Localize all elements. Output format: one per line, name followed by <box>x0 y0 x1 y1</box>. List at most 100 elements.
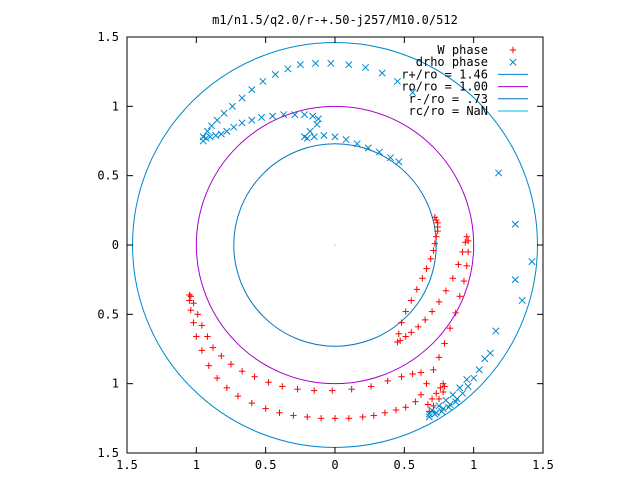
w-phase-point-94 <box>435 395 443 403</box>
legend-label-4: r-/ro = .73 <box>409 92 488 106</box>
w-phase-point-82 <box>367 383 375 390</box>
drho-phase-point-4 <box>217 130 225 138</box>
legend-label-3: ro/ro = 1.00 <box>401 80 488 94</box>
drho-phase-point-43 <box>345 61 353 69</box>
x-tick-label-2: 0.5 <box>255 458 277 472</box>
chart-title: m1/n1.5/q2.0/r-+.50-j257/M10.0/512 <box>212 13 458 27</box>
drho-phase-point-16 <box>313 120 321 128</box>
w-phase-point-24 <box>442 287 450 294</box>
legend-entry-5: rc/ro = NaN <box>409 104 528 118</box>
legend-entry-2: r+/ro = 1.46 <box>401 67 528 81</box>
w-phase-point-10 <box>419 275 426 282</box>
w-phase-point-61 <box>193 333 200 340</box>
drho-phase-point-22 <box>331 133 339 141</box>
w-phase-point-19 <box>408 329 415 336</box>
drho-phase-point-36 <box>248 86 256 94</box>
w-phase-point-16 <box>394 338 401 346</box>
drho-phase-point-8 <box>248 116 256 124</box>
circle-4 <box>233 143 437 347</box>
y-tick-label-3: 0 <box>112 238 119 252</box>
w-phase-point-83 <box>384 377 391 385</box>
w-phase-point-60 <box>198 347 206 354</box>
drho-phase-point-23 <box>342 136 350 144</box>
drho-phase-point-54 <box>486 349 494 357</box>
drho-phase-point-69 <box>456 384 464 392</box>
w-phase-point-58 <box>213 374 221 382</box>
drho-phase-point-35 <box>238 94 246 102</box>
w-phase-point-52 <box>290 412 297 419</box>
drho-phase-point-47 <box>409 88 417 97</box>
x-tick-label-3: 0 <box>331 458 338 472</box>
drho-phase-point-20 <box>310 133 318 141</box>
legend-label-0: W phase <box>437 43 488 57</box>
w-phase-point-69 <box>198 322 206 329</box>
y-tick-label-6: 1.5 <box>97 446 119 460</box>
w-phase-point-43 <box>402 404 409 411</box>
w-phase-point-65 <box>186 291 193 299</box>
drho-phase-point-57 <box>470 374 478 382</box>
drho-phase-point-56 <box>475 366 483 374</box>
drho-phase-point-27 <box>386 154 395 162</box>
w-phase-point-15 <box>395 330 402 337</box>
drho-phase-point-28 <box>395 158 403 166</box>
drho-phase-point-72 <box>431 410 439 418</box>
w-phase-point-28 <box>462 239 469 246</box>
w-phase-point-72 <box>218 352 225 360</box>
w-phase-point-85 <box>409 370 416 378</box>
w-phase-point-25 <box>449 275 457 282</box>
w-phase-point-92 <box>441 383 448 390</box>
w-phase-point-5 <box>433 233 440 240</box>
w-phase-point-45 <box>381 409 389 416</box>
w-phase-point-22 <box>428 308 436 315</box>
w-phase-point-31 <box>464 248 472 256</box>
drho-phase-point-74 <box>445 403 453 411</box>
drho-phase-point-64 <box>425 410 433 418</box>
w-phase-point-90 <box>437 384 444 392</box>
w-phase-point-64 <box>186 297 193 304</box>
drho-phase-point-68 <box>449 391 457 399</box>
drho-phase-point-38 <box>271 70 279 78</box>
x-tick-label-6: 1.5 <box>532 458 554 472</box>
legend-label-1: drho phase <box>416 55 488 69</box>
y-tick-label-0: 1.5 <box>97 30 119 44</box>
w-phase-point-13 <box>402 308 409 315</box>
legend-entry-0: W phase <box>437 43 517 57</box>
w-phase-point-66 <box>187 293 194 300</box>
drho-phase-point-45 <box>378 69 386 77</box>
w-phase-point-23 <box>435 298 443 306</box>
w-phase-point-41 <box>417 391 425 398</box>
w-phase-point-14 <box>398 319 405 326</box>
x-tick-label-1: 1 <box>193 458 200 472</box>
drho-phase-point-9 <box>257 113 266 121</box>
drho-phase-point-11 <box>280 111 288 119</box>
w-phase-point-49 <box>331 415 339 422</box>
drho-phase-point-71 <box>425 413 433 421</box>
drho-phase-point-66 <box>435 402 443 410</box>
drho-phase-point-19 <box>303 134 311 142</box>
drho-phase-point-34 <box>228 102 236 110</box>
drho-phase-point-2 <box>206 133 214 141</box>
w-phase-point-18 <box>402 333 409 340</box>
w-phase-point-54 <box>262 405 269 412</box>
drho-phase-point-41 <box>312 59 320 67</box>
drho-phase-point-42 <box>327 59 335 67</box>
w-phase-point-50 <box>317 415 325 422</box>
w-phase-point-11 <box>413 286 421 293</box>
w-phase-point-56 <box>234 392 242 400</box>
drho-phase-point-32 <box>213 116 221 124</box>
legend-entry-4: r-/ro = .73 <box>409 92 528 106</box>
w-phase-point-73 <box>227 361 235 368</box>
drho-phase-point-52 <box>511 276 519 284</box>
x-tick-label-4: 0.5 <box>393 458 415 472</box>
drho-phase-point-73 <box>438 407 446 415</box>
w-phase-point-91 <box>439 380 447 387</box>
w-phase-point-27 <box>459 248 466 256</box>
drho-phase-point-50 <box>528 258 536 266</box>
drho-phase-point-25 <box>364 144 372 152</box>
w-phase-point-53 <box>276 409 283 416</box>
drho-phase-point-5 <box>223 127 231 135</box>
w-phase-point-0 <box>431 214 439 221</box>
drho-phase-point-3 <box>212 131 220 140</box>
x-tick-label-5: 1 <box>470 458 477 472</box>
